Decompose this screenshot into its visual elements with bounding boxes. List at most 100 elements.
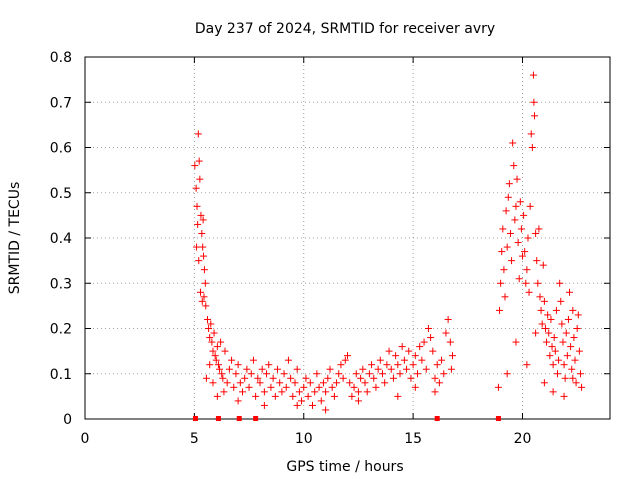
data-point <box>228 356 236 364</box>
data-point <box>435 379 443 387</box>
data-point <box>519 252 526 260</box>
y-axis-label: SRMTID / TECUs <box>7 182 23 295</box>
data-point <box>546 352 554 360</box>
y-tick-label: 0.1 <box>50 367 72 383</box>
data-point <box>547 315 555 323</box>
data-point <box>554 370 561 378</box>
data-point <box>311 388 319 396</box>
y-tick-label: 0 <box>63 412 72 428</box>
data-point <box>502 207 510 215</box>
data-point <box>561 374 569 382</box>
data-point <box>194 220 202 228</box>
data-point <box>354 397 362 405</box>
data-point <box>396 370 404 378</box>
data-point <box>575 347 583 355</box>
data-point <box>341 356 349 364</box>
data-point <box>424 325 432 332</box>
data-point <box>217 338 225 346</box>
data-point <box>274 365 281 373</box>
data-point <box>223 379 231 387</box>
data-point <box>442 329 450 337</box>
data-point <box>510 162 518 170</box>
data-point <box>564 315 572 323</box>
data-point <box>260 388 268 396</box>
data-point <box>300 383 308 391</box>
zero-value-marker <box>215 416 221 421</box>
data-point <box>267 383 275 391</box>
data-point <box>571 356 579 364</box>
data-point <box>357 374 365 382</box>
grid-layer <box>85 57 610 419</box>
data-point <box>195 257 203 265</box>
data-point <box>368 361 376 369</box>
data-point <box>523 266 531 274</box>
data-point <box>243 365 251 373</box>
data-point <box>517 225 525 233</box>
data-point <box>504 193 512 201</box>
data-point <box>540 379 548 387</box>
data-point <box>302 374 310 382</box>
data-point <box>496 306 504 314</box>
data-point <box>414 370 421 378</box>
data-point <box>254 374 262 382</box>
data-point <box>431 388 439 396</box>
data-point <box>569 306 577 314</box>
data-point <box>512 338 520 346</box>
data-point <box>525 288 533 296</box>
data-point <box>352 370 360 378</box>
data-point <box>532 229 540 237</box>
data-point <box>265 361 273 369</box>
data-point <box>405 347 413 355</box>
tick-layer: 0 5 10 15 20 0 0.1 0.2 0.3 0.4 0.5 0.6 0.7 0.8 <box>50 50 610 447</box>
data-point <box>556 279 564 287</box>
data-point <box>278 388 286 396</box>
data-point <box>394 392 402 400</box>
data-point <box>208 338 216 346</box>
data-point <box>207 320 215 328</box>
data-point <box>385 347 393 355</box>
data-point <box>555 356 563 364</box>
data-point <box>549 361 557 369</box>
data-point <box>206 361 214 369</box>
data-point <box>291 379 299 387</box>
data-point <box>444 315 452 323</box>
data-point <box>398 343 406 351</box>
data-point <box>241 374 249 382</box>
data-point <box>239 388 246 396</box>
data-point <box>372 383 380 391</box>
data-point <box>511 216 519 224</box>
data-point <box>578 383 586 391</box>
data-point <box>234 361 242 369</box>
data-point <box>537 306 545 314</box>
data-point <box>533 257 541 265</box>
data-point <box>354 388 362 396</box>
data-point <box>335 370 343 378</box>
data-point <box>558 320 566 328</box>
data-point <box>330 392 338 400</box>
y-tick-label: 0.7 <box>50 95 72 111</box>
data-point <box>298 397 306 405</box>
data-point <box>276 379 284 387</box>
y-tick-label: 0.8 <box>50 50 72 66</box>
data-point <box>407 374 415 382</box>
data-point <box>431 374 439 382</box>
data-point <box>530 98 538 106</box>
data-point <box>193 202 201 210</box>
data-point <box>503 243 511 251</box>
data-point <box>515 275 523 283</box>
data-point <box>206 334 214 342</box>
data-point <box>500 266 508 274</box>
data-point <box>319 379 327 387</box>
data-point <box>212 356 220 364</box>
data-point <box>214 361 222 369</box>
data-point <box>551 347 559 355</box>
data-point <box>271 392 279 400</box>
data-point <box>282 383 290 391</box>
x-tick-label: 20 <box>514 431 532 447</box>
y-tick-label: 0.3 <box>50 276 72 292</box>
data-point <box>449 352 456 360</box>
data-point <box>258 365 266 373</box>
data-point <box>570 334 578 342</box>
data-point <box>374 365 382 373</box>
